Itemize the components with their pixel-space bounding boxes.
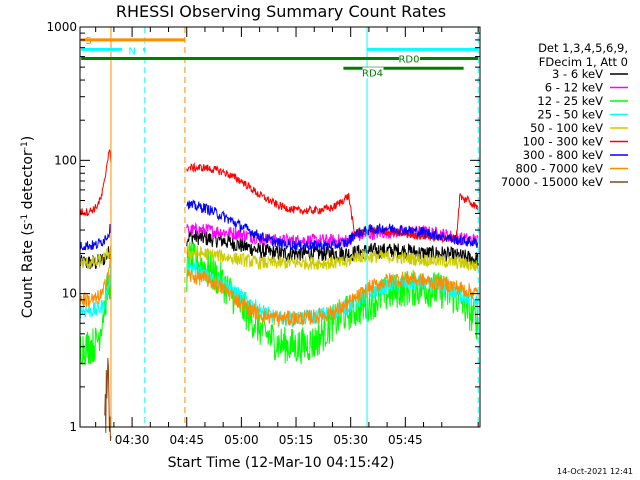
legend-label: 3 - 6 keV xyxy=(552,67,603,81)
legend-entry-25-50-kev: 25 - 50 keV xyxy=(537,108,628,122)
legend-entry-50-100-kev: 50 - 100 keV xyxy=(530,121,628,135)
series-line-800-7000-kev-1 xyxy=(186,269,479,327)
series-line-50-100-kev-1 xyxy=(186,243,479,272)
legend-label: 12 - 25 keV xyxy=(537,94,603,108)
legend-entry-800-7000-kev: 800 - 7000 keV xyxy=(515,162,628,176)
series-300-800-kev xyxy=(79,199,479,252)
x-tick-label: 05:15 xyxy=(279,433,314,447)
legend-entry-300-800-kev: 300 - 800 keV xyxy=(523,148,628,162)
legend-entry-100-300-kev: 100 - 300 keV xyxy=(523,135,628,149)
series-7000-15000-kev xyxy=(104,357,112,442)
x-tick-label: 05:45 xyxy=(388,433,423,447)
x-tick-label: 05:30 xyxy=(333,433,368,447)
chart-title: RHESSI Observing Summary Count Rates xyxy=(116,2,446,21)
series-line-50-100-kev-0 xyxy=(79,245,112,269)
x-tick-label: 04:30 xyxy=(115,433,150,447)
y-tick-label: 1 xyxy=(69,420,77,434)
flag-label-bg-rd0 xyxy=(398,53,420,65)
legend-entry-6-12-kev: 6 - 12 keV xyxy=(545,81,628,95)
x-tick-label: 05:00 xyxy=(224,433,259,447)
legend-header-detectors: Det 1,3,4,5,6,9, xyxy=(538,41,628,55)
flag-label-rd0: RD0 xyxy=(398,55,419,66)
flag-label-bg-rd4 xyxy=(362,67,384,79)
flag-label-n: N xyxy=(128,46,135,57)
plot-frame xyxy=(79,26,481,428)
series-line-300-800-kev-1 xyxy=(186,199,479,252)
flag-bars: S N RD0 RD4 xyxy=(81,36,479,79)
series-line-100-300-kev-0 xyxy=(79,149,112,217)
flag-label-bg-n xyxy=(122,45,144,57)
series-line-7000-15000-kev-0 xyxy=(104,357,112,442)
legend-label: 6 - 12 keV xyxy=(545,81,603,95)
y-axis-label: Count Rate (s-1 detector-1) xyxy=(20,136,36,318)
y-tick-label: 100 xyxy=(54,153,77,167)
legend-label: 25 - 50 keV xyxy=(537,108,603,122)
legend-header-decim: FDecim 1, Att 0 xyxy=(539,55,628,69)
y-tick-label: 10 xyxy=(62,287,77,301)
legend-label: 100 - 300 keV xyxy=(523,135,603,149)
series-800-7000-kev xyxy=(79,254,479,327)
legend-entry-12-25-kev: 12 - 25 keV xyxy=(537,94,628,108)
legend-entry-7000-15000-kev: 7000 - 15000 keV xyxy=(501,175,628,189)
data-layer xyxy=(79,149,479,442)
x-axis-label: Start Time (12-Mar-10 04:15:42) xyxy=(168,455,395,471)
series-line-800-7000-kev-0 xyxy=(79,254,112,308)
series-line-300-800-kev-0 xyxy=(79,224,112,251)
series-50-100-kev xyxy=(79,243,479,272)
y-tick-label: 1000 xyxy=(46,20,77,34)
legend-label: 800 - 7000 keV xyxy=(515,162,603,176)
x-tick-label: 04:45 xyxy=(169,433,204,447)
legend-entry-3-6-kev: 3 - 6 keV xyxy=(552,67,628,81)
legend-label: 300 - 800 keV xyxy=(523,148,603,162)
series-line-12-25-kev-0 xyxy=(79,262,112,366)
series-line-3-6-kev-1 xyxy=(186,229,479,267)
legend: Det 1,3,4,5,6,9, FDecim 1, Att 0 3 - 6 k… xyxy=(501,41,628,189)
legend-label: 50 - 100 keV xyxy=(530,121,603,135)
series-line-25-50-kev-0 xyxy=(79,266,112,319)
flag-label-rd4: RD4 xyxy=(362,68,383,79)
timestamp: 14-Oct-2021 12:41 xyxy=(557,467,633,476)
vertical-lines xyxy=(110,27,479,427)
flag-label-s: S xyxy=(85,36,91,47)
axes: 04:30 04:45 05:00 05:15 05:30 05:45 1 10 100 1000 xyxy=(46,20,481,447)
legend-label: 7000 - 15000 keV xyxy=(501,175,603,189)
